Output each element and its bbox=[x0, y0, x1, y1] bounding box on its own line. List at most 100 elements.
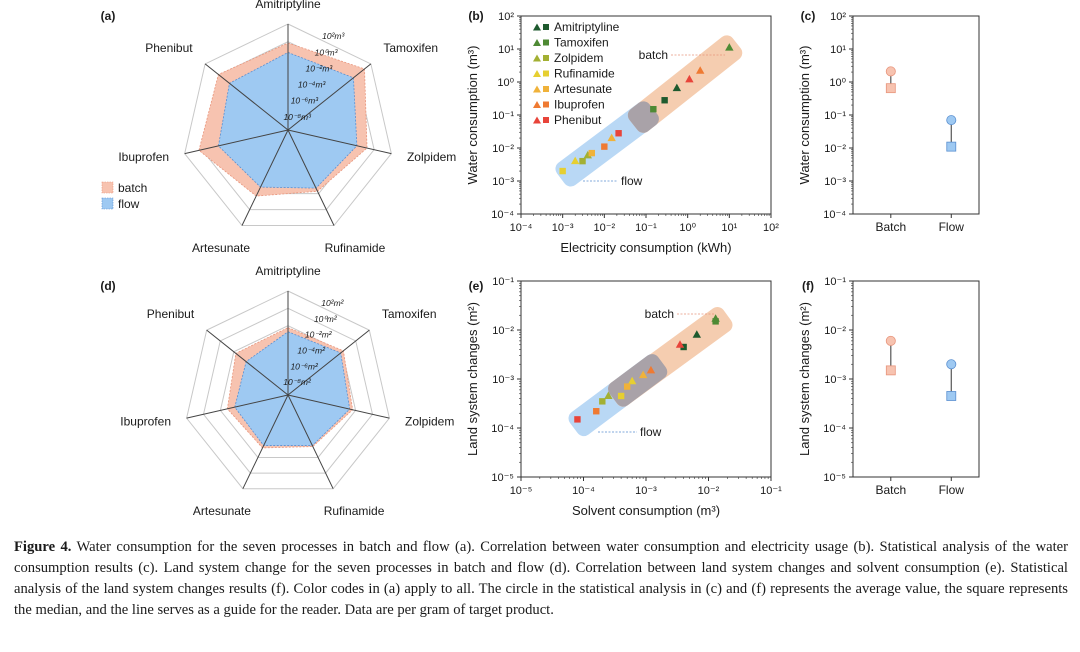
radar-axis-label: Artesunate bbox=[192, 241, 250, 255]
caption-label: Figure 4. bbox=[14, 539, 72, 555]
x-category-label: Batch bbox=[875, 220, 906, 234]
radar-axis-label: Artesunate bbox=[193, 504, 251, 518]
legend-batch-marker bbox=[533, 85, 541, 93]
x-tick-label: 10⁻⁴ bbox=[572, 485, 595, 497]
radar-axis-label: Zolpidem bbox=[407, 150, 456, 164]
x-tick-label: 10⁻¹ bbox=[760, 485, 782, 497]
legend-label-ibuprofen: Ibuprofen bbox=[554, 98, 605, 112]
y-axis-title: Land system changes (m²) bbox=[797, 302, 812, 456]
legend-batch-marker bbox=[533, 54, 541, 62]
median-marker-flow bbox=[946, 141, 957, 152]
point-flow-artesunate bbox=[588, 149, 595, 157]
point-flow-ibuprofen bbox=[601, 143, 608, 150]
point-batch-rufinamide bbox=[571, 156, 580, 165]
point-batch-artesunate bbox=[607, 133, 616, 142]
radar-spoke bbox=[206, 329, 289, 396]
radar-axis-label: Amitriptyline bbox=[255, 0, 321, 11]
point-batch-tamoxifen bbox=[725, 43, 734, 51]
panel-label: (c) bbox=[801, 9, 816, 23]
y-axis-title: Water consumption (m³) bbox=[465, 46, 480, 185]
band-label-flow: flow bbox=[640, 425, 662, 439]
y-tick-label: 10⁻³ bbox=[492, 176, 514, 188]
radar-ring-label: 10⁻⁶m² bbox=[290, 361, 319, 371]
y-tick-label: 10² bbox=[498, 11, 514, 23]
band-label-flow: flow bbox=[621, 174, 643, 188]
legend-label-flow: flow bbox=[118, 197, 140, 211]
radar-ring-label: 10²m³ bbox=[322, 31, 345, 41]
legend-label-rufinamide: Rufinamide bbox=[554, 67, 615, 81]
y-tick-label: 10⁻³ bbox=[824, 176, 846, 188]
legend-label-amitriptyline: Amitriptyline bbox=[554, 20, 620, 34]
median-marker-batch bbox=[885, 365, 896, 376]
point-batch-amitriptyline bbox=[672, 83, 682, 92]
legend-flow-marker bbox=[543, 55, 549, 61]
plot-frame bbox=[852, 15, 980, 215]
radar-ring-label: 10⁻⁶m³ bbox=[291, 96, 320, 106]
x-tick-label: 10² bbox=[763, 222, 779, 234]
radar-spoke bbox=[204, 63, 289, 131]
radar-ring-label: 10⁻⁸m² bbox=[283, 377, 312, 387]
radar-axis-label: Rufinamide bbox=[324, 504, 385, 518]
radar-ring-label: 10⁻²m³ bbox=[305, 63, 333, 73]
y-tick-label: 10⁻⁴ bbox=[491, 209, 514, 221]
radar-spoke bbox=[184, 129, 289, 155]
y-tick-label: 10⁻⁵ bbox=[823, 472, 846, 484]
radar-series-flow bbox=[234, 331, 351, 446]
point-batch-amitriptyline bbox=[692, 330, 702, 338]
median-marker-batch bbox=[885, 83, 896, 94]
point-batch-ibuprofen bbox=[696, 66, 705, 74]
x-tick-label: 10⁻¹ bbox=[635, 222, 657, 234]
radar-ring-label: 10⁻²m² bbox=[305, 330, 333, 340]
radar-axis-label: Tamoxifen bbox=[382, 307, 437, 321]
radar-ring-label: 10⁻⁴m³ bbox=[298, 80, 327, 90]
figure-caption: Figure 4. Water consumption for the seve… bbox=[14, 537, 1068, 621]
y-tick-label: 10⁰ bbox=[829, 77, 846, 89]
radar-axis-label: Tamoxifen bbox=[383, 41, 438, 55]
legend-label-phenibut: Phenibut bbox=[554, 113, 602, 127]
average-marker-batch bbox=[885, 335, 896, 346]
radar-spoke bbox=[287, 394, 390, 419]
legend-flow-marker bbox=[543, 70, 549, 77]
legend-label-tamoxifen: Tamoxifen bbox=[554, 36, 609, 50]
point-batch-zolpidem bbox=[583, 150, 592, 159]
legend-label-batch: batch bbox=[118, 181, 147, 195]
radar-grid-ring bbox=[184, 23, 392, 227]
y-tick-label: 10⁻¹ bbox=[824, 276, 846, 288]
legend-flow-marker bbox=[543, 39, 549, 46]
radar-axis-label: Amitriptyline bbox=[255, 264, 321, 278]
figure-4: (a) 10²m³ 10⁰m³ 10⁻²m³ 10⁻⁴m³ 10⁻⁶m³ 10⁻⁸m³ Ami… bbox=[100, 0, 980, 518]
y-tick-label: 10⁻² bbox=[824, 143, 846, 155]
y-tick-label: 10⁻² bbox=[492, 325, 514, 337]
y-tick-label: 10² bbox=[830, 11, 846, 23]
radar-(a): (a) 10²m³ 10⁰m³ 10⁻²m³ 10⁻⁴m³ 10⁻⁶m³ 10⁻⁸m³ Ami… bbox=[101, 0, 457, 255]
x-tick-label: 10⁻⁵ bbox=[510, 485, 533, 497]
band-label-batch: batch bbox=[639, 48, 668, 62]
y-axis-title: Water consumption (m³) bbox=[797, 46, 812, 185]
y-tick-label: 10⁻³ bbox=[492, 374, 514, 386]
y-tick-label: 10¹ bbox=[830, 44, 846, 56]
x-category-label: Flow bbox=[939, 220, 965, 234]
y-tick-label: 10⁰ bbox=[497, 77, 514, 89]
radar-ring-label: 10⁰m² bbox=[314, 314, 338, 324]
scatter-(e): (e) 10⁻⁵ 10⁻⁴ 10⁻³ 10⁻² 10⁻¹ 10⁻⁵ 10⁻⁴ 10⁻³ 10⁻² 1… bbox=[465, 276, 782, 518]
y-tick-label: 10⁻¹ bbox=[492, 276, 514, 288]
x-axis-title: Electricity consumption (kWh) bbox=[560, 240, 731, 255]
legend-label-artesunate: Artesunate bbox=[554, 82, 612, 96]
y-tick-label: 10⁻⁴ bbox=[491, 423, 514, 435]
y-tick-label: 10⁻¹ bbox=[492, 110, 514, 122]
y-tick-label: 10⁻² bbox=[492, 143, 514, 155]
median-marker-flow bbox=[946, 391, 957, 401]
point-batch-rufinamide bbox=[627, 376, 637, 385]
legend-swatch-flow bbox=[101, 197, 114, 210]
point-batch-ibuprofen bbox=[646, 365, 656, 374]
radar-axis-label: Ibuprofen bbox=[120, 415, 171, 429]
point-flow-zolpidem bbox=[599, 398, 606, 405]
legend-swatch-batch bbox=[101, 181, 114, 194]
radar-spoke bbox=[287, 129, 335, 226]
legend-batch-marker bbox=[533, 101, 541, 108]
x-category-label: Flow bbox=[939, 483, 965, 497]
point-batch-phenibut bbox=[675, 340, 685, 348]
x-tick-label: 10⁻² bbox=[593, 222, 615, 234]
legend-flow-marker bbox=[543, 101, 549, 108]
legend-batch-marker bbox=[533, 70, 541, 77]
